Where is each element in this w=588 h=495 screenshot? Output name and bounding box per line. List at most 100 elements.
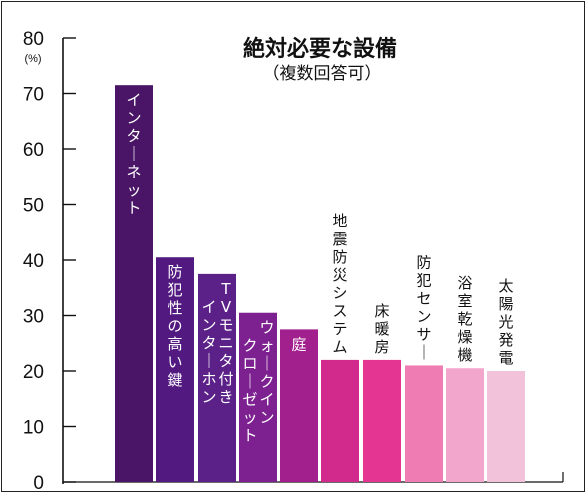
- bar-label-char: 性: [167, 299, 182, 317]
- bar-label-char: ォ: [259, 337, 274, 355]
- bar-label-char: サ: [416, 325, 431, 343]
- bar-label-char: 浴: [457, 274, 472, 292]
- bar-label-char: タ: [126, 127, 141, 145]
- bar-label: インタ｜ネット: [126, 91, 141, 217]
- bar-label-char: 災: [332, 266, 347, 284]
- bar-label-char: モ: [218, 316, 233, 334]
- bar-label-char: 乾: [457, 310, 472, 328]
- bar: [446, 368, 484, 482]
- bar-label-char: 電: [498, 349, 513, 367]
- bar-label-char: 房: [374, 338, 389, 356]
- y-tick-label: 10: [23, 418, 44, 439]
- bar-label-char: 床: [374, 302, 389, 320]
- bar-label-char: き: [218, 388, 233, 406]
- bar: [321, 359, 359, 482]
- bar-label: インタ｜ホン: [201, 298, 216, 406]
- bar: [239, 312, 277, 482]
- bar-label-char: 室: [457, 292, 472, 310]
- bar: [198, 273, 236, 482]
- bar-label-char: テ: [332, 320, 347, 338]
- bar-label: 庭: [291, 335, 306, 353]
- bar-label-char: ｜: [126, 145, 141, 163]
- bar-label-char: ッ: [126, 181, 141, 199]
- bar-label-char: ム: [332, 338, 347, 356]
- bar-label-char: 犯: [167, 281, 182, 299]
- bar-label: ウォ｜クイン: [259, 319, 274, 427]
- bar-label-char: 発: [498, 331, 513, 349]
- bar-label-char: 犯: [416, 271, 431, 289]
- bar-label-char: 機: [457, 346, 472, 364]
- bar-label-char: ト: [242, 427, 257, 445]
- bar: [405, 365, 443, 482]
- bar: [280, 329, 318, 482]
- bar-label-char: ク: [259, 373, 274, 391]
- bar-label-char: イ: [126, 91, 141, 109]
- bar-label-char: い: [167, 353, 182, 371]
- bar: [115, 85, 153, 483]
- bar-label-char: ン: [201, 388, 216, 406]
- bar-label-char: 陽: [498, 295, 513, 313]
- bar-label-char: 暖: [374, 320, 389, 338]
- chart-title: 絶対必要な設備: [243, 36, 397, 62]
- bar-label: 床暖房: [374, 302, 389, 356]
- y-tick-label: 30: [23, 307, 44, 328]
- bar-label-char: 防: [416, 253, 431, 271]
- y-tick-label: 70: [23, 85, 44, 106]
- bar-label-char: ウ: [259, 319, 274, 337]
- bar-label-char: ニ: [218, 334, 233, 352]
- bar-label-char: ト: [126, 199, 141, 217]
- y-tick-label: 0: [33, 473, 44, 494]
- axis-layer: 0 10 20 30 40 50 60 70 80: [23, 29, 564, 494]
- bar-label-char: ン: [201, 316, 216, 334]
- bar: [156, 257, 194, 482]
- bar-label-char: ゼ: [242, 391, 257, 409]
- bar-label-char: ｜: [416, 343, 431, 361]
- bar-label-char: ロ: [242, 355, 257, 373]
- bar-label-char: セ: [416, 289, 431, 307]
- bar-label-char: 付: [218, 370, 233, 388]
- bar-label-char: ネ: [126, 163, 141, 181]
- bar-label-char: ク: [242, 337, 257, 355]
- bar-label-char: V: [221, 298, 232, 316]
- bar-label-char: ホ: [201, 370, 216, 388]
- bar-label-char: ッ: [242, 409, 257, 427]
- bar-label-char: の: [167, 317, 182, 335]
- bar-label-char: ン: [416, 307, 431, 325]
- bar-label-char: 地: [332, 212, 347, 230]
- bar-label-char: ｜: [242, 373, 257, 391]
- bar-label-char: 光: [498, 313, 513, 331]
- bar-label-char: 震: [332, 230, 347, 248]
- bar-label-char: ス: [332, 302, 347, 320]
- bar-label-char: シ: [332, 284, 347, 302]
- y-tick-label: 60: [23, 140, 44, 161]
- y-unit-label: (%): [24, 53, 41, 65]
- bar-label-char: 防: [167, 263, 182, 281]
- bar-label-char: 鍵: [167, 371, 182, 389]
- bar-label-char: ン: [259, 409, 274, 427]
- y-tick-label: 80: [23, 29, 44, 50]
- bar-label-char: ン: [126, 109, 141, 127]
- bar-label-char: ｜: [259, 355, 274, 373]
- bar-label-char: イ: [259, 391, 274, 409]
- bar: [363, 359, 401, 482]
- bar-label-char: イ: [201, 298, 216, 316]
- y-tick-label: 50: [23, 196, 44, 217]
- bar-label-char: 庭: [291, 335, 306, 353]
- bar-label-char: ｜: [201, 352, 216, 370]
- bar-layer: [115, 85, 525, 483]
- bar-label: クロ｜ゼット: [242, 337, 257, 445]
- y-tick-label: 20: [23, 362, 44, 383]
- bar-label-char: 太: [498, 277, 513, 295]
- bar-label-char: タ: [218, 352, 233, 370]
- bar-label-char: 高: [167, 335, 182, 353]
- bar: [487, 371, 525, 482]
- label-layer: インタ｜ネット防犯性の高い鍵TVモニタ付きインタ｜ホンウォ｜クインクロ｜ゼット庭…: [126, 91, 513, 445]
- bar-label-char: タ: [201, 334, 216, 352]
- bar-label-char: 防: [332, 248, 347, 266]
